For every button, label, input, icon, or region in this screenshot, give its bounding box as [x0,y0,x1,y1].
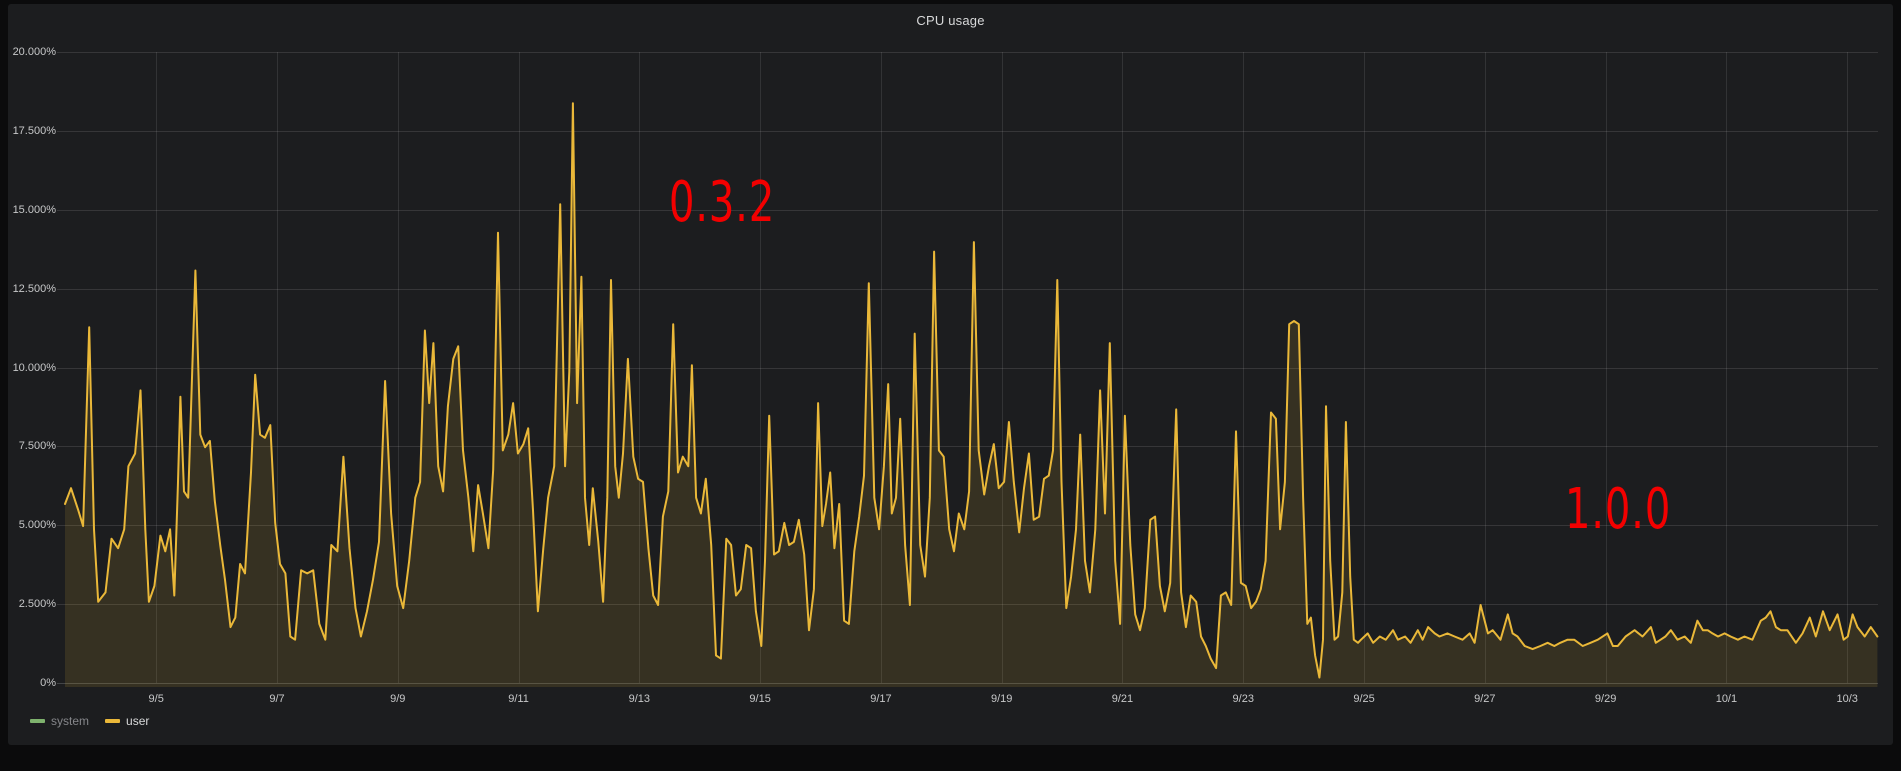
y-gridline [57,525,1878,527]
x-axis-label: 9/23 [1232,693,1254,705]
x-gridline [760,52,762,683]
panel-title[interactable]: CPU usage [916,13,985,28]
x-axis-label: 9/17 [870,693,892,705]
x-gridline [1001,52,1003,683]
y-axis-label: 12.500% [12,282,56,295]
x-axis-label: 9/13 [628,693,651,705]
y-axis-label: 5.000% [18,519,56,532]
legend-label: system [51,714,90,728]
y-gridline [57,130,1878,132]
x-axis-label: 9/15 [749,693,771,705]
x-gridline [1726,52,1728,683]
x-gridline [639,52,641,683]
y-axis-label: 10.000% [12,361,56,374]
x-axis-label: 9/27 [1474,693,1496,705]
version-annotation: 1.0.0 [1564,476,1672,542]
x-gridline [1364,52,1366,683]
x-axis-label: 9/29 [1594,693,1617,705]
x-axis-label: 9/7 [269,693,285,705]
x-gridline [1122,52,1124,683]
y-axis-label: 0% [40,677,56,689]
y-axis-label: 15.000% [12,203,56,216]
y-axis-label: 7.500% [18,440,56,453]
y-gridline [57,367,1878,369]
x-axis-label: 9/5 [148,693,164,705]
x-axis-label: 9/9 [390,693,406,705]
x-gridline [156,52,158,683]
cpu-usage-chart [64,102,1879,688]
x-axis-label: 9/11 [508,693,529,705]
y-gridline [57,683,1878,684]
y-gridline [57,604,1878,606]
user-series-color-icon [105,719,121,723]
x-gridline [1484,52,1486,683]
x-gridline [518,52,520,683]
x-gridline [397,52,399,683]
y-axis-label: 17.500% [12,124,56,137]
y-gridline [57,52,1878,53]
x-axis-label: 9/19 [990,693,1013,705]
y-gridline [57,446,1878,448]
x-gridline [1243,52,1245,683]
legend-item-system[interactable]: system [30,714,89,728]
legend-item-user[interactable]: user [105,714,149,728]
legend: system user [30,714,149,728]
x-gridline [276,52,278,683]
system-series-color-icon [30,719,45,723]
x-gridline [1847,52,1849,683]
plot-area[interactable]: 0% 2.500% 5.000% 7.500% 10.000% 12.500% 15.000… [8,4,1893,745]
y-axis-label: 20.000% [12,46,56,58]
y-gridline [57,209,1878,211]
user-series-line [64,102,1879,679]
x-axis-label: 10/1 [1715,693,1738,705]
x-gridline [880,52,882,683]
y-axis-label: 2.500% [18,598,56,611]
x-gridline [1605,52,1607,683]
x-axis-label: 9/25 [1353,693,1375,705]
version-annotation: 0.3.2 [668,169,776,235]
x-axis-label: 10/3 [1836,693,1858,705]
x-axis-label: 9/21 [1111,693,1134,705]
cpu-usage-panel: CPU usage 0% 2.500% 5.000% 7.500% 10.000% 12.… [8,4,1893,745]
legend-label: user [126,714,150,728]
y-gridline [57,288,1878,290]
